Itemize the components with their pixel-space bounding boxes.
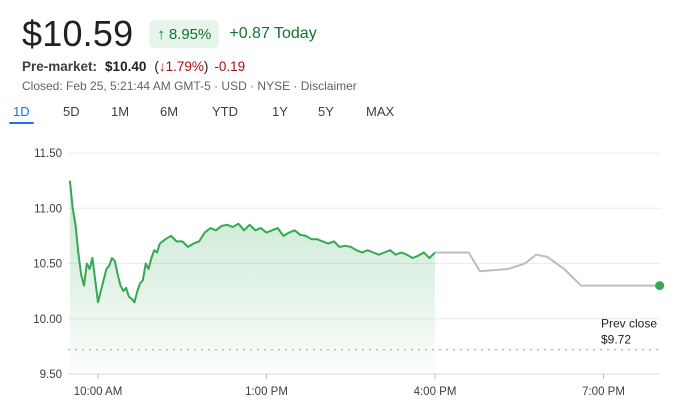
premarket-percent: 1.79% xyxy=(165,59,204,74)
x-tick-label: 10:00 AM xyxy=(74,386,123,398)
x-tick-label: 1:00 PM xyxy=(245,386,288,398)
y-tick-label: 11.00 xyxy=(34,203,62,215)
after-hours-line xyxy=(435,251,660,287)
arrow-up-icon: ↑ xyxy=(157,25,165,43)
tab-5y[interactable]: 5Y xyxy=(318,104,334,119)
premarket-row: Pre-market: $10.40 (↓1.79%) -0.19 xyxy=(22,59,245,74)
y-tick-label: 10.50 xyxy=(33,259,62,271)
tab-6m[interactable]: 6M xyxy=(160,104,179,119)
x-axis: 10:00 AM 1:00 PM 4:00 PM 7:00 PM xyxy=(74,374,625,398)
x-tick-label: 4:00 PM xyxy=(414,386,457,398)
change-percent-badge: ↑ 8.95% xyxy=(149,20,220,48)
tab-1m[interactable]: 1M xyxy=(111,104,130,119)
premarket-label: Pre-market: xyxy=(22,59,98,74)
arrow-down-icon: ↓ xyxy=(158,59,166,74)
quote-header: $10.59 ↑ 8.95% +0.87 Today xyxy=(22,12,317,56)
regular-session-line xyxy=(68,180,436,304)
y-tick-label: 9.50 xyxy=(40,369,62,381)
prev-close-label: Prev close xyxy=(601,317,657,331)
premarket-change: -0.19 xyxy=(214,59,246,74)
premarket-price: $10.40 xyxy=(105,59,147,74)
tab-5d[interactable]: 5D xyxy=(63,104,80,119)
x-tick-label: 7:00 PM xyxy=(582,386,625,398)
prev-close-value: $9.72 xyxy=(601,333,631,347)
regular-session-area xyxy=(69,180,436,374)
closed-info: Closed: Feb 25, 5:21:44 AM GMT-5 · USD ·… xyxy=(22,79,357,93)
change-today: +0.87 Today xyxy=(229,25,317,42)
y-tick-label: 10.00 xyxy=(33,314,62,326)
y-axis: 11.50 11.00 10.50 10.00 9.50 xyxy=(33,148,62,381)
last-price-point xyxy=(655,281,665,291)
tab-max[interactable]: MAX xyxy=(366,104,395,119)
premarket-percent-wrap: (↓1.79%) xyxy=(154,59,209,74)
tab-ytd[interactable]: YTD xyxy=(212,104,238,119)
tab-1d[interactable]: 1D xyxy=(9,104,34,124)
tab-1y[interactable]: 1Y xyxy=(272,104,288,119)
current-price: $10.59 xyxy=(22,13,134,54)
y-tick-label: 11.50 xyxy=(34,148,62,160)
change-percent: 8.95% xyxy=(168,25,212,43)
